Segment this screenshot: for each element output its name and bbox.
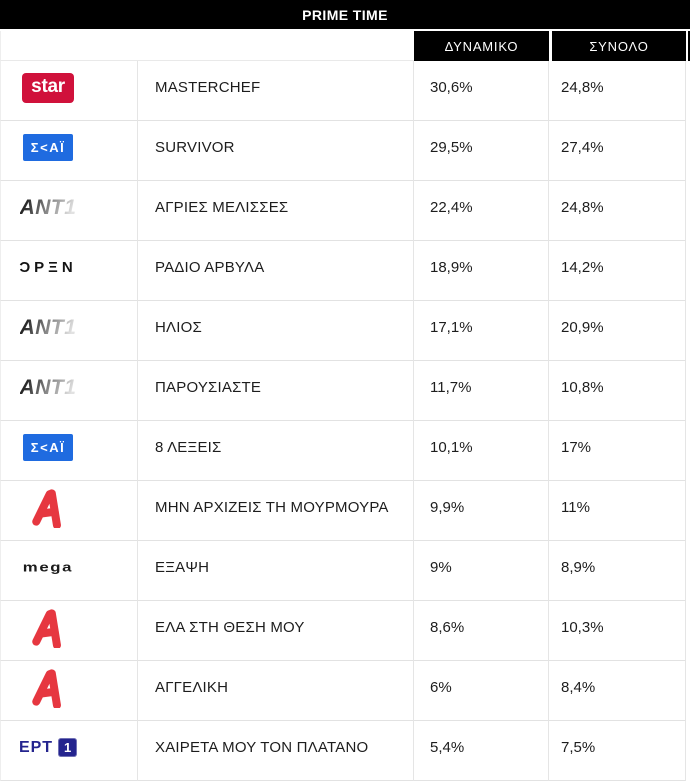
synolo-value: 10,3% xyxy=(549,601,686,661)
table-row: ΕΡΤ 1 ΧΑΙΡΕΤΑ ΜΟΥ ΤΟΝ ΠΛΑΤΑΝΟ 5,4% 7,5% xyxy=(0,721,690,781)
table-row: ΜΗΝ ΑΡΧΙΖΕΙΣ ΤΗ ΜΟΥΡΜΟΥΡΑ 9,9% 11% xyxy=(0,481,690,541)
row-tail xyxy=(686,61,690,121)
table-row: ƆPΞN ΡΑΔΙΟ ΑΡΒΥΛΑ 18,9% 14,2% xyxy=(0,241,690,301)
table-title-bar: PRIME TIME xyxy=(0,0,690,29)
show-name: ΕΞΑΨΗ xyxy=(138,541,414,601)
row-tail xyxy=(686,301,690,361)
ant1-channel-logo: ANT1 xyxy=(19,195,77,219)
page-title: PRIME TIME xyxy=(302,6,388,23)
table-row: ΕΛΑ ΣΤΗ ΘΕΣΗ ΜΟΥ 8,6% 10,3% xyxy=(0,601,690,661)
show-name: SURVIVOR xyxy=(138,121,414,181)
channel-logo-cell: ANT1 xyxy=(0,301,138,361)
synolo-value: 8,9% xyxy=(549,541,686,601)
alpha-channel-logo xyxy=(18,608,78,648)
ert1-channel-logo: ΕΡΤ 1 xyxy=(18,738,78,757)
synolo-value: 24,8% xyxy=(549,61,686,121)
alpha-channel-logo xyxy=(18,488,78,528)
synolo-value: 10,8% xyxy=(549,361,686,421)
row-tail xyxy=(686,361,690,421)
column-header-synolo: ΣΥΝΟΛΟ xyxy=(552,31,686,61)
table-row: Σ<ΑΪ SURVIVOR 29,5% 27,4% xyxy=(0,121,690,181)
dynamiko-value: 18,9% xyxy=(414,241,549,301)
show-name: MASTERCHEF xyxy=(138,61,414,121)
synolo-value: 24,8% xyxy=(549,181,686,241)
header-divider xyxy=(549,31,552,61)
dynamiko-value: 29,5% xyxy=(414,121,549,181)
row-tail xyxy=(686,721,690,781)
dynamiko-value: 22,4% xyxy=(414,181,549,241)
row-tail xyxy=(686,601,690,661)
show-name: ΑΓΡΙΕΣ ΜΕΛΙΣΣΕΣ xyxy=(138,181,414,241)
table-body: star MASTERCHEF 30,6% 24,8% Σ<ΑΪ SURVIVO… xyxy=(0,61,690,781)
channel-logo-cell: star xyxy=(0,61,138,121)
ert-wordmark: ΕΡΤ xyxy=(18,738,54,756)
star-channel-logo: star xyxy=(18,72,78,103)
dynamiko-value: 10,1% xyxy=(414,421,549,481)
row-tail xyxy=(686,181,690,241)
dynamiko-value: 11,7% xyxy=(414,361,549,421)
channel-logo-cell xyxy=(0,661,138,721)
table-header-row: ΔΥΝΑΜΙΚΟ ΣΥΝΟΛΟ xyxy=(0,31,690,61)
header-spacer xyxy=(0,31,414,61)
ant1-channel-logo: ANT1 xyxy=(19,375,77,399)
ant1-channel-logo: ANT1 xyxy=(19,315,77,339)
synolo-value: 8,4% xyxy=(549,661,686,721)
dynamiko-value: 8,6% xyxy=(414,601,549,661)
channel-logo-cell: ΕΡΤ 1 xyxy=(0,721,138,781)
show-name: ΠΑΡΟΥΣΙΑΣΤΕ xyxy=(138,361,414,421)
table-row: Σ<ΑΪ 8 ΛΕΞΕΙΣ 10,1% 17% xyxy=(0,421,690,481)
skai-channel-logo: Σ<ΑΪ xyxy=(18,134,78,161)
channel-logo-cell xyxy=(0,481,138,541)
show-name: ΕΛΑ ΣΤΗ ΘΕΣΗ ΜΟΥ xyxy=(138,601,414,661)
show-name: ΗΛΙΟΣ xyxy=(138,301,414,361)
synolo-value: 27,4% xyxy=(549,121,686,181)
row-tail xyxy=(686,121,690,181)
table-row: ΑΓΓΕΛΙΚΗ 6% 8,4% xyxy=(0,661,690,721)
channel-logo-cell: ANT1 xyxy=(0,181,138,241)
dynamiko-value: 5,4% xyxy=(414,721,549,781)
synolo-value: 20,9% xyxy=(549,301,686,361)
open-channel-logo: ƆPΞN xyxy=(19,259,77,276)
channel-logo-cell: ANT1 xyxy=(0,361,138,421)
channel-logo-cell: Σ<ΑΪ xyxy=(0,421,138,481)
table-row: ANT1 ΑΓΡΙΕΣ ΜΕΛΙΣΣΕΣ 22,4% 24,8% xyxy=(0,181,690,241)
column-header-dynamiko: ΔΥΝΑΜΙΚΟ xyxy=(414,31,549,61)
table-row: ANT1 ΗΛΙΟΣ 17,1% 20,9% xyxy=(0,301,690,361)
dynamiko-value: 6% xyxy=(414,661,549,721)
synolo-value: 11% xyxy=(549,481,686,541)
show-name: ΜΗΝ ΑΡΧΙΖΕΙΣ ΤΗ ΜΟΥΡΜΟΥΡΑ xyxy=(138,481,414,541)
table-row: mega ΕΞΑΨΗ 9% 8,9% xyxy=(0,541,690,601)
show-name: ΑΓΓΕΛΙΚΗ xyxy=(138,661,414,721)
show-name: ΡΑΔΙΟ ΑΡΒΥΛΑ xyxy=(138,241,414,301)
row-tail xyxy=(686,541,690,601)
table-row: ANT1 ΠΑΡΟΥΣΙΑΣΤΕ 11,7% 10,8% xyxy=(0,361,690,421)
channel-logo-cell: ƆPΞN xyxy=(0,241,138,301)
synolo-value: 14,2% xyxy=(549,241,686,301)
header-cutoff-cell xyxy=(688,31,690,61)
dynamiko-value: 17,1% xyxy=(414,301,549,361)
alpha-channel-logo xyxy=(18,668,78,708)
synolo-value: 17% xyxy=(549,421,686,481)
header-divider-2 xyxy=(686,31,688,61)
row-tail xyxy=(686,481,690,541)
show-name: 8 ΛΕΞΕΙΣ xyxy=(138,421,414,481)
table-row: star MASTERCHEF 30,6% 24,8% xyxy=(0,61,690,121)
dynamiko-value: 30,6% xyxy=(414,61,549,121)
dynamiko-value: 9,9% xyxy=(414,481,549,541)
synolo-value: 7,5% xyxy=(549,721,686,781)
row-tail xyxy=(686,241,690,301)
row-tail xyxy=(686,421,690,481)
row-tail xyxy=(686,661,690,721)
channel-logo-cell: Σ<ΑΪ xyxy=(0,121,138,181)
skai-channel-logo: Σ<ΑΪ xyxy=(18,434,78,461)
mega-channel-logo: mega xyxy=(22,560,74,575)
dynamiko-value: 9% xyxy=(414,541,549,601)
show-name: ΧΑΙΡΕΤΑ ΜΟΥ ΤΟΝ ΠΛΑΤΑΝΟ xyxy=(138,721,414,781)
channel-logo-cell xyxy=(0,601,138,661)
channel-logo-cell: mega xyxy=(0,541,138,601)
ert-channel-number: 1 xyxy=(58,738,78,757)
title-divider xyxy=(0,29,690,31)
